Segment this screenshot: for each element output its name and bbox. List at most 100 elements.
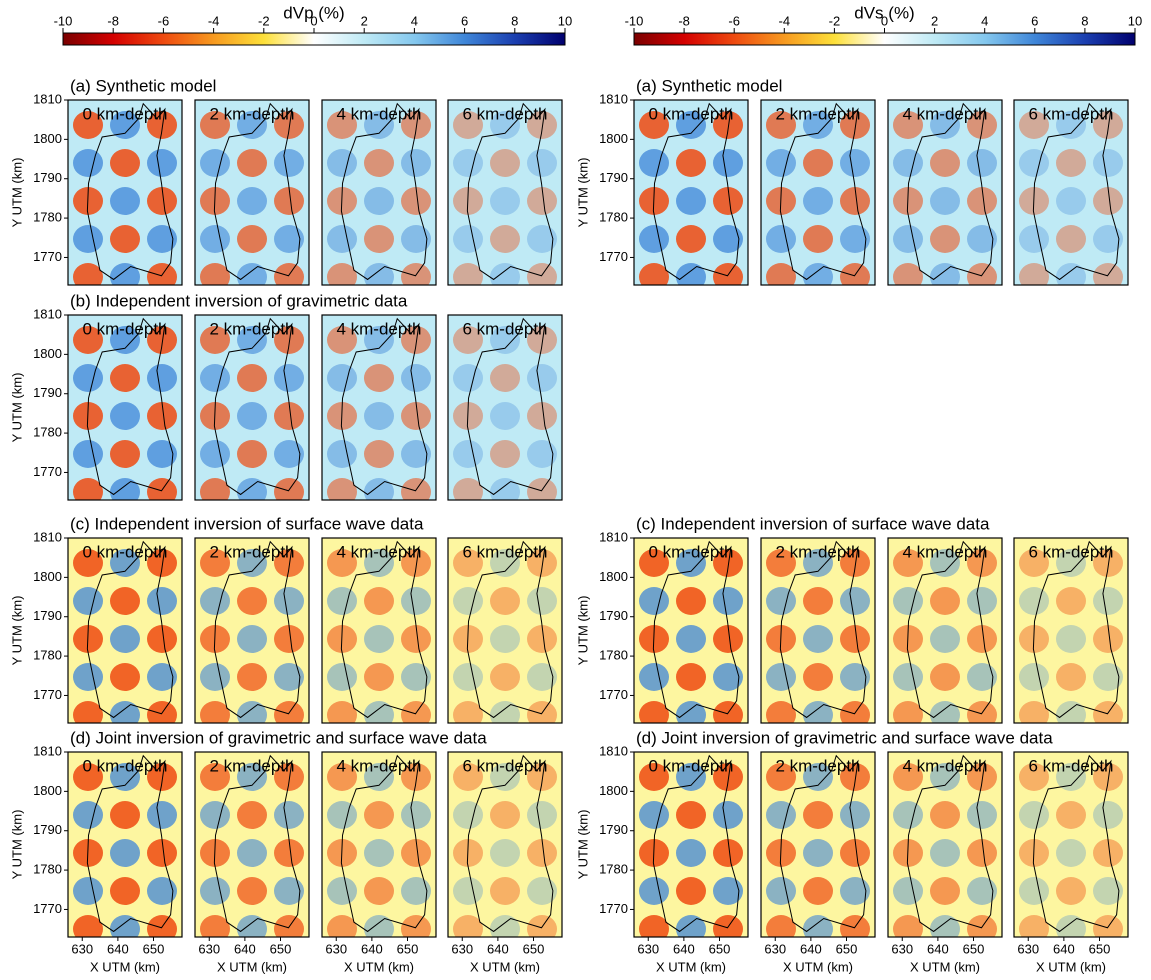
x-tick-label: 630 (1017, 941, 1039, 956)
anomaly (713, 763, 743, 791)
anomaly (527, 364, 557, 392)
y-tick-label: 1780 (599, 648, 628, 663)
anomaly (327, 478, 357, 500)
y-axis-label: Y UTM (km) (575, 596, 590, 666)
anomaly (364, 587, 394, 615)
map-panel (888, 100, 1002, 285)
anomaly (713, 915, 743, 937)
anomaly (803, 763, 833, 791)
colorbar-tick-label: 4 (981, 13, 988, 28)
anomaly (713, 625, 743, 653)
anomaly (1093, 587, 1123, 615)
anomaly (840, 549, 870, 577)
anomaly (147, 149, 177, 177)
anomaly (73, 663, 103, 691)
panel-frame (67, 99, 183, 286)
anomaly (803, 663, 833, 691)
y-axis-label: Y UTM (km) (9, 373, 24, 443)
anomaly (930, 225, 960, 253)
x-axis-label: X UTM (km) (910, 959, 980, 974)
anomaly (527, 149, 557, 177)
anomaly (274, 187, 304, 215)
anomaly (237, 915, 267, 937)
anomaly (237, 625, 267, 653)
anomaly (110, 111, 140, 139)
anomaly (766, 587, 796, 615)
anomaly (639, 549, 669, 577)
anomaly (237, 478, 267, 500)
anomaly (490, 364, 520, 392)
anomaly (147, 402, 177, 430)
anomaly (930, 111, 960, 139)
anomaly (930, 915, 960, 937)
coastline (87, 542, 173, 718)
anomaly (803, 149, 833, 177)
anomaly (803, 263, 833, 285)
anomaly (676, 111, 706, 139)
anomaly (639, 663, 669, 691)
anomaly (527, 440, 557, 468)
anomaly (274, 915, 304, 937)
anomaly (490, 663, 520, 691)
y-tick-label: 1770 (33, 249, 62, 264)
x-tick-label: 630 (891, 941, 913, 956)
depth-label: 2 km-depth (775, 542, 860, 561)
anomaly (401, 915, 431, 937)
y-tick-label: 1810 (33, 306, 62, 321)
anomaly (327, 364, 357, 392)
anomaly (893, 549, 923, 577)
map-panel (1014, 100, 1128, 285)
anomaly (930, 663, 960, 691)
anomaly (676, 225, 706, 253)
colorbar-tick-label: 8 (1081, 13, 1088, 28)
anomaly (110, 549, 140, 577)
y-tick-label: 1780 (599, 210, 628, 225)
map-panel (68, 100, 182, 285)
anomaly (401, 801, 431, 829)
y-tick-label: 1800 (599, 131, 628, 146)
colorbar-tick-label: 0 (310, 13, 317, 28)
anomaly (967, 549, 997, 577)
anomaly (766, 111, 796, 139)
anomaly (237, 225, 267, 253)
coastline (341, 104, 427, 280)
anomaly (803, 801, 833, 829)
anomaly (147, 587, 177, 615)
anomaly (401, 149, 431, 177)
depth-label: 4 km-depth (336, 104, 421, 123)
anomaly (147, 440, 177, 468)
x-axis-label: X UTM (km) (344, 959, 414, 974)
anomaly (1019, 263, 1049, 285)
panel-frame (67, 314, 183, 501)
anomaly (401, 763, 431, 791)
anomaly (453, 149, 483, 177)
anomaly (803, 915, 833, 937)
anomaly (110, 326, 140, 354)
anomaly (490, 149, 520, 177)
anomaly (930, 701, 960, 723)
anomaly (527, 263, 557, 285)
anomaly (639, 111, 669, 139)
x-axis-label: X UTM (km) (90, 959, 160, 974)
x-tick-label: 650 (143, 941, 165, 956)
anomaly (490, 111, 520, 139)
anomaly (237, 111, 267, 139)
anomaly (766, 225, 796, 253)
coastline (907, 104, 993, 280)
depth-label: 4 km-depth (902, 104, 987, 123)
x-axis-label: X UTM (km) (783, 959, 853, 974)
anomaly (1056, 763, 1086, 791)
anomaly (401, 402, 431, 430)
map-panel (1014, 538, 1128, 723)
anomaly (803, 877, 833, 905)
anomaly (1056, 701, 1086, 723)
anomaly (1093, 701, 1123, 723)
anomaly (73, 225, 103, 253)
anomaly (490, 625, 520, 653)
map-panel (195, 100, 309, 285)
anomaly (490, 587, 520, 615)
coastline (214, 542, 300, 718)
anomaly (453, 801, 483, 829)
depth-label: 0 km-depth (648, 756, 733, 775)
row-title: (d) Joint inversion of gravimetric and s… (636, 728, 1053, 747)
